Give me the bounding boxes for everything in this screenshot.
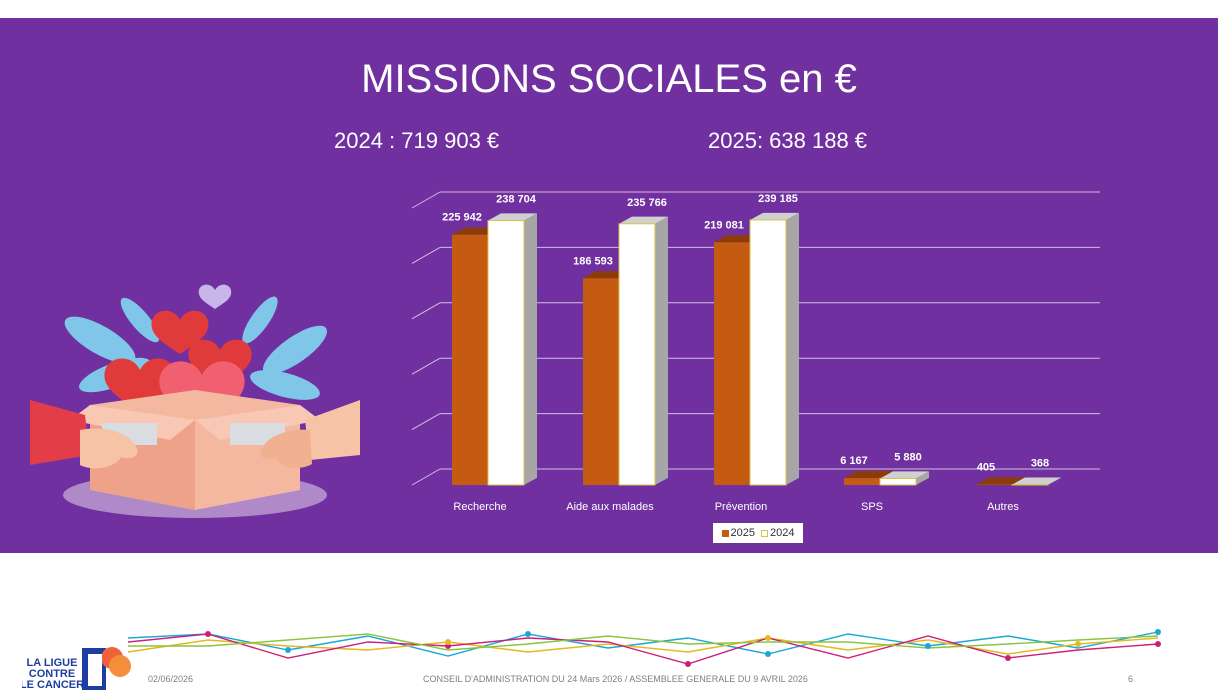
bar-top-2024-1 — [619, 216, 668, 224]
data-label-2024-4: 368 — [1031, 458, 1049, 470]
bar-side-2024-4 — [1048, 477, 1061, 485]
chart-legend: 2025 2024 — [713, 523, 803, 543]
legend-item-2025: 2025 — [721, 527, 755, 539]
footer-page-number: 6 — [1128, 674, 1134, 684]
svg-text:CONTRE: CONTRE — [29, 668, 75, 680]
svg-text:LA LIGUE: LA LIGUE — [27, 657, 78, 669]
gridline-depth — [411, 468, 441, 486]
data-label-2024-3: 5 880 — [894, 451, 922, 463]
gridline-depth — [411, 191, 441, 209]
legend-item-2024: 2024 — [761, 527, 794, 539]
gridline-depth — [411, 357, 441, 375]
data-label-2025-0: 225 942 — [442, 212, 482, 224]
data-label-2024-1: 235 766 — [627, 197, 667, 209]
category-label: SPS — [861, 501, 883, 513]
total-2025: 2025: 638 188 € — [708, 128, 868, 153]
gridline-depth — [411, 246, 441, 264]
data-label-2025-3: 6 167 — [840, 455, 868, 467]
footer-date: 02/06/2026 — [148, 674, 194, 684]
bar-top-2024-3 — [880, 471, 929, 479]
footer-decorative-lines — [128, 629, 1161, 667]
data-label-2025-4: 405 — [977, 462, 995, 474]
bar-top-2025-3 — [844, 471, 893, 479]
gridline-depth — [411, 413, 441, 431]
bar-side-2024-3 — [916, 471, 929, 485]
data-label-2025-2: 219 081 — [704, 219, 744, 231]
data-label-2025-1: 186 593 — [573, 255, 613, 267]
bar-top-2025-4 — [976, 477, 1025, 485]
legend-label-2025: 2025 — [730, 527, 755, 539]
bar-2025-2 — [714, 242, 750, 485]
bar-2025-3 — [844, 478, 880, 485]
bar-top-2024-0 — [488, 213, 537, 221]
legend-label-2024: 2024 — [770, 527, 795, 539]
data-label-2024-0: 238 704 — [496, 194, 537, 206]
missions-chart: 225 942 238 704 Recherche 186 593 235 766 Aid… — [411, 191, 1100, 513]
bar-2024-3 — [879, 477, 917, 486]
chart-labels: 225 942 238 704 Recherche 186 593 235 766 Aid… — [442, 193, 1049, 513]
bar-side-2024-0 — [524, 213, 537, 485]
category-label: Aide aux malades — [566, 501, 654, 513]
ligue-contre-le-cancer-logo: LA LIGUE CONTRE LE CANCER — [22, 647, 131, 691]
gridline-depth — [411, 302, 441, 320]
data-label-2024-2: 239 185 — [758, 193, 798, 205]
bar-2025-0 — [452, 234, 488, 485]
bar-top-2024-4 — [1012, 477, 1061, 485]
hearts-box-illustration — [30, 284, 360, 518]
svg-text:LE CANCER: LE CANCER — [22, 679, 84, 691]
bar-2025-1 — [583, 278, 619, 485]
bar-side-2024-1 — [655, 216, 668, 485]
category-label: Recherche — [453, 501, 506, 513]
chart-bars — [452, 212, 1061, 486]
bar-side-2024-2 — [786, 212, 799, 486]
bar-top-2024-2 — [750, 212, 799, 220]
slide-title: MISSIONS SOCIALES en € — [361, 57, 857, 101]
legend-swatch-2025 — [721, 529, 729, 537]
bar-2024-1 — [618, 223, 656, 486]
bar-2024-2 — [749, 219, 787, 486]
footer-meeting-text: CONSEIL D'ADMINISTRATION DU 24 Mars 2026… — [423, 674, 808, 684]
legend-swatch-2024 — [761, 529, 768, 537]
category-label: Autres — [987, 501, 1019, 513]
category-label: Prévention — [715, 501, 768, 513]
bar-2024-0 — [487, 220, 525, 486]
total-2024: 2024 : 719 903 € — [334, 128, 500, 153]
